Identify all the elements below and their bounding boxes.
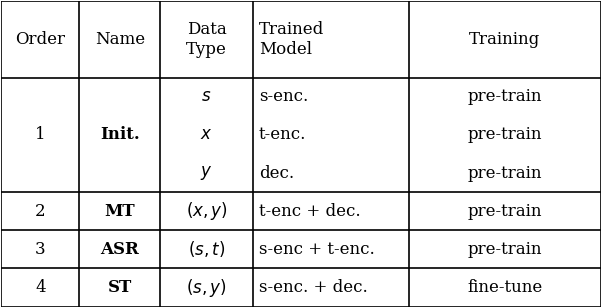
Text: 3: 3 xyxy=(35,241,46,258)
Text: Name: Name xyxy=(95,31,145,48)
Text: Data
Type: Data Type xyxy=(186,21,227,58)
Text: pre-train: pre-train xyxy=(468,203,542,220)
Text: $x$: $x$ xyxy=(200,126,213,144)
Text: s-enc. + dec.: s-enc. + dec. xyxy=(259,279,368,296)
Text: t-enc + dec.: t-enc + dec. xyxy=(259,203,361,220)
Text: pre-train: pre-train xyxy=(468,164,542,182)
Text: $(x, y)$: $(x, y)$ xyxy=(186,200,228,222)
Text: Order: Order xyxy=(15,31,66,48)
Text: fine-tune: fine-tune xyxy=(467,279,542,296)
Text: ASR: ASR xyxy=(101,241,139,258)
Text: 1: 1 xyxy=(35,126,46,144)
Text: s-enc.: s-enc. xyxy=(259,88,308,105)
Text: dec.: dec. xyxy=(259,164,294,182)
Text: 4: 4 xyxy=(35,279,46,296)
Text: $(s, t)$: $(s, t)$ xyxy=(188,239,225,259)
Text: Training: Training xyxy=(469,31,541,48)
Text: $y$: $y$ xyxy=(200,164,213,182)
Text: Init.: Init. xyxy=(100,126,140,144)
Text: pre-train: pre-train xyxy=(468,241,542,258)
Text: 2: 2 xyxy=(35,203,46,220)
Text: MT: MT xyxy=(104,203,135,220)
Text: Trained
Model: Trained Model xyxy=(259,21,324,58)
Text: pre-train: pre-train xyxy=(468,88,542,105)
Text: t-enc.: t-enc. xyxy=(259,126,306,144)
Text: pre-train: pre-train xyxy=(468,126,542,144)
Text: $(s, y)$: $(s, y)$ xyxy=(187,277,227,298)
Text: s-enc + t-enc.: s-enc + t-enc. xyxy=(259,241,375,258)
Text: ST: ST xyxy=(108,279,132,296)
Text: $s$: $s$ xyxy=(202,88,212,105)
